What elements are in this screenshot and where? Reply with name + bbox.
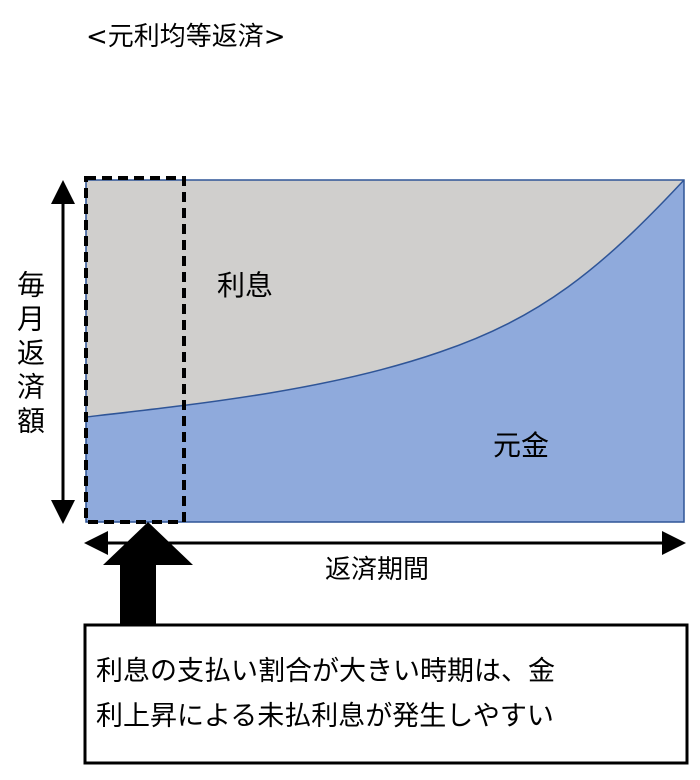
principal-area: [86, 180, 684, 522]
interest-label: 利息: [217, 269, 273, 302]
callout-line-2: 利上昇による未払利息が発生しやすい: [96, 701, 554, 732]
y-axis-label: 毎月返済額: [13, 270, 46, 440]
callout-line-1: 利息の支払い割合が大きい時期は、金: [96, 656, 555, 687]
callout-box: [83, 623, 689, 765]
principal-label: 元金: [493, 429, 549, 462]
diagram-title: <元利均等返済>: [86, 22, 286, 52]
callout-arrow: [103, 522, 193, 626]
early-period-highlight: [84, 176, 186, 524]
principal-interest-boundary: [85, 179, 685, 418]
x-axis-label: 返済期間: [325, 555, 429, 585]
